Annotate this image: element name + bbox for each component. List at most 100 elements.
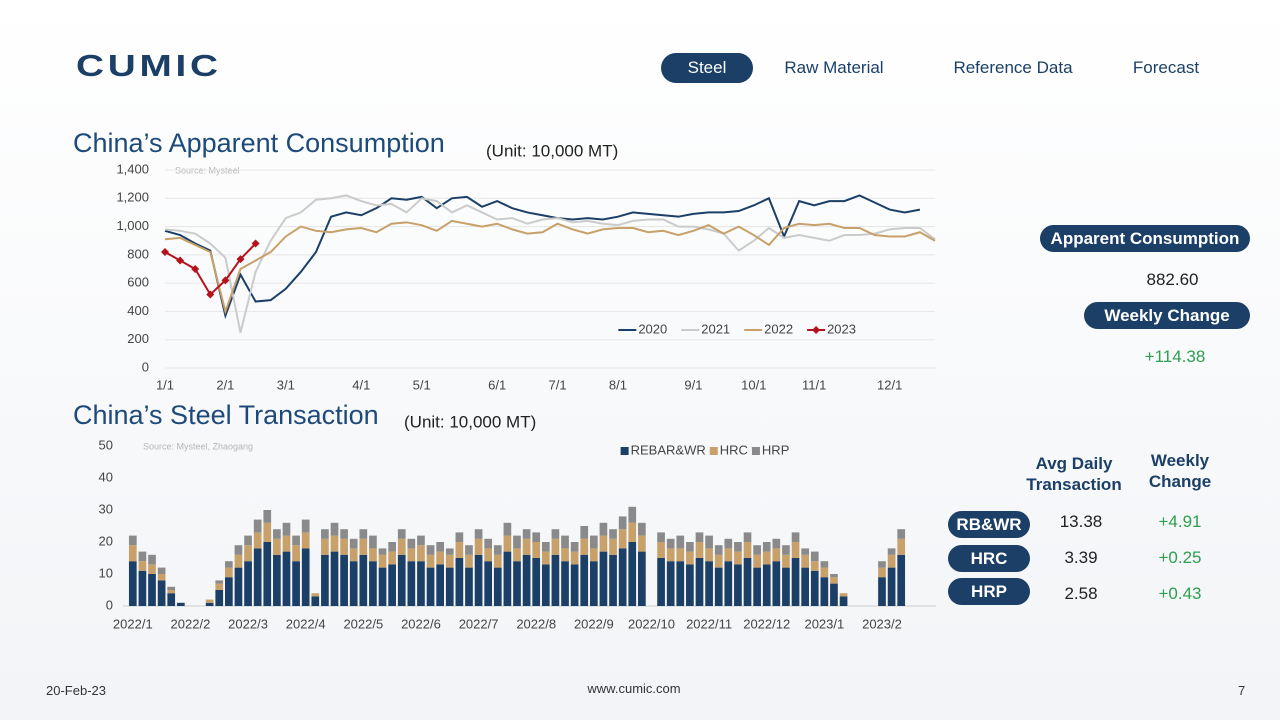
x-tick-label: 6/1 <box>488 377 506 392</box>
bar-segment <box>686 564 694 606</box>
bar-segment <box>820 567 829 578</box>
table-header: Weekly Change <box>1148 451 1212 491</box>
page-number: 7 <box>1238 683 1246 698</box>
x-tick-label: 2022/8 <box>516 616 556 631</box>
bar-segment <box>810 570 819 606</box>
bar-segment <box>253 532 262 549</box>
bar-segment <box>657 558 665 606</box>
bar-segment <box>407 561 416 606</box>
bar-segment <box>138 561 147 571</box>
bar-segment <box>628 522 637 542</box>
bar-segment <box>426 554 435 568</box>
y-tick-label: 1,000 <box>116 218 149 233</box>
bar-segment <box>359 554 368 606</box>
x-tick-label: 2022/9 <box>574 616 614 631</box>
bar-segment <box>522 538 531 555</box>
bar-segment <box>436 551 445 565</box>
footer-date: 20-Feb-23 <box>46 683 106 698</box>
series-line <box>164 219 936 315</box>
bar-segment <box>734 542 742 552</box>
x-tick-label: 4/1 <box>352 377 370 392</box>
row-value: 13.38 <box>1059 512 1103 531</box>
nav-tab[interactable]: Forecast <box>1132 58 1200 77</box>
bar-segment <box>762 551 771 565</box>
x-tick-label: 2022/5 <box>343 616 383 631</box>
bar-segment <box>541 542 550 552</box>
footer-site[interactable]: www.cumic.com <box>587 681 681 696</box>
bar-segment <box>321 554 329 606</box>
series-line <box>164 194 921 320</box>
nav-tab[interactable]: Reference Data <box>953 58 1073 77</box>
bar-segment <box>532 558 541 606</box>
bar-segment <box>244 535 252 546</box>
bar-segment <box>493 554 502 568</box>
bar-segment <box>609 538 617 555</box>
bar-segment <box>445 567 454 606</box>
bar-segment <box>215 583 224 590</box>
bar-segment <box>407 538 416 549</box>
bar-segment <box>263 522 272 542</box>
x-tick-label: 2/1 <box>216 377 234 392</box>
bar-segment <box>128 561 137 606</box>
bar-segment <box>753 567 761 606</box>
bar-segment <box>263 510 272 523</box>
bar-segment <box>474 554 483 606</box>
bar-segment <box>244 561 252 606</box>
bar-segment <box>157 574 166 581</box>
bar-segment <box>148 574 156 606</box>
bar-segment <box>330 522 339 536</box>
bar-segment <box>273 554 281 606</box>
bar-segment <box>580 554 589 606</box>
bar-segment <box>263 542 272 606</box>
legend-label: 2021 <box>701 321 730 336</box>
row-value: 2.58 <box>1064 584 1098 603</box>
bar-segment <box>609 529 617 539</box>
bar-segment <box>205 599 214 603</box>
bar-segment <box>225 577 233 606</box>
bar-segment <box>148 564 156 574</box>
bar-segment <box>474 529 483 539</box>
bar-segment <box>657 542 665 558</box>
y-tick-label: 20 <box>99 533 113 548</box>
nav-tab[interactable]: Steel <box>661 53 753 83</box>
bar-segment <box>311 596 320 606</box>
bar-segment <box>157 580 166 606</box>
bar-segment <box>253 519 262 533</box>
bar-segment <box>810 561 819 571</box>
point-marker <box>191 265 200 273</box>
legend-label: 2023 <box>827 321 856 336</box>
bar-segment <box>128 535 137 546</box>
x-tick-label: 10/1 <box>741 377 766 392</box>
bar-segment <box>359 538 368 555</box>
bar-segment <box>493 567 502 606</box>
bar-segment <box>282 551 291 606</box>
x-tick-label: 12/1 <box>877 377 902 392</box>
panel-value: 882.60 <box>1146 270 1199 289</box>
bar-segment <box>580 538 589 555</box>
bar-segment <box>782 545 790 555</box>
bar-segment <box>570 564 579 606</box>
bar-segment <box>897 529 906 539</box>
bar-segment <box>167 593 176 606</box>
bar-segment <box>157 567 166 574</box>
bar-segment <box>801 554 809 568</box>
bar-segment <box>762 542 771 552</box>
bar-segment <box>695 532 704 542</box>
bar-segment <box>234 554 243 568</box>
bar-segment <box>359 529 368 539</box>
bar-segment <box>273 538 281 555</box>
bar-segment <box>782 554 790 568</box>
bar-segment <box>301 532 310 549</box>
panel-label: Apparent Consumption <box>1040 225 1250 252</box>
bar-segment <box>638 535 646 552</box>
bar-segment <box>839 593 848 597</box>
legend-label: 2022 <box>764 321 793 336</box>
nav-tab[interactable]: Raw Material <box>784 58 884 77</box>
bar-segment <box>378 548 387 555</box>
bar-segment <box>426 567 435 606</box>
y-tick-label: 800 <box>127 246 149 261</box>
x-tick-label: 2022/6 <box>401 616 441 631</box>
bar-segment <box>561 548 569 562</box>
bar-segment <box>138 551 147 562</box>
